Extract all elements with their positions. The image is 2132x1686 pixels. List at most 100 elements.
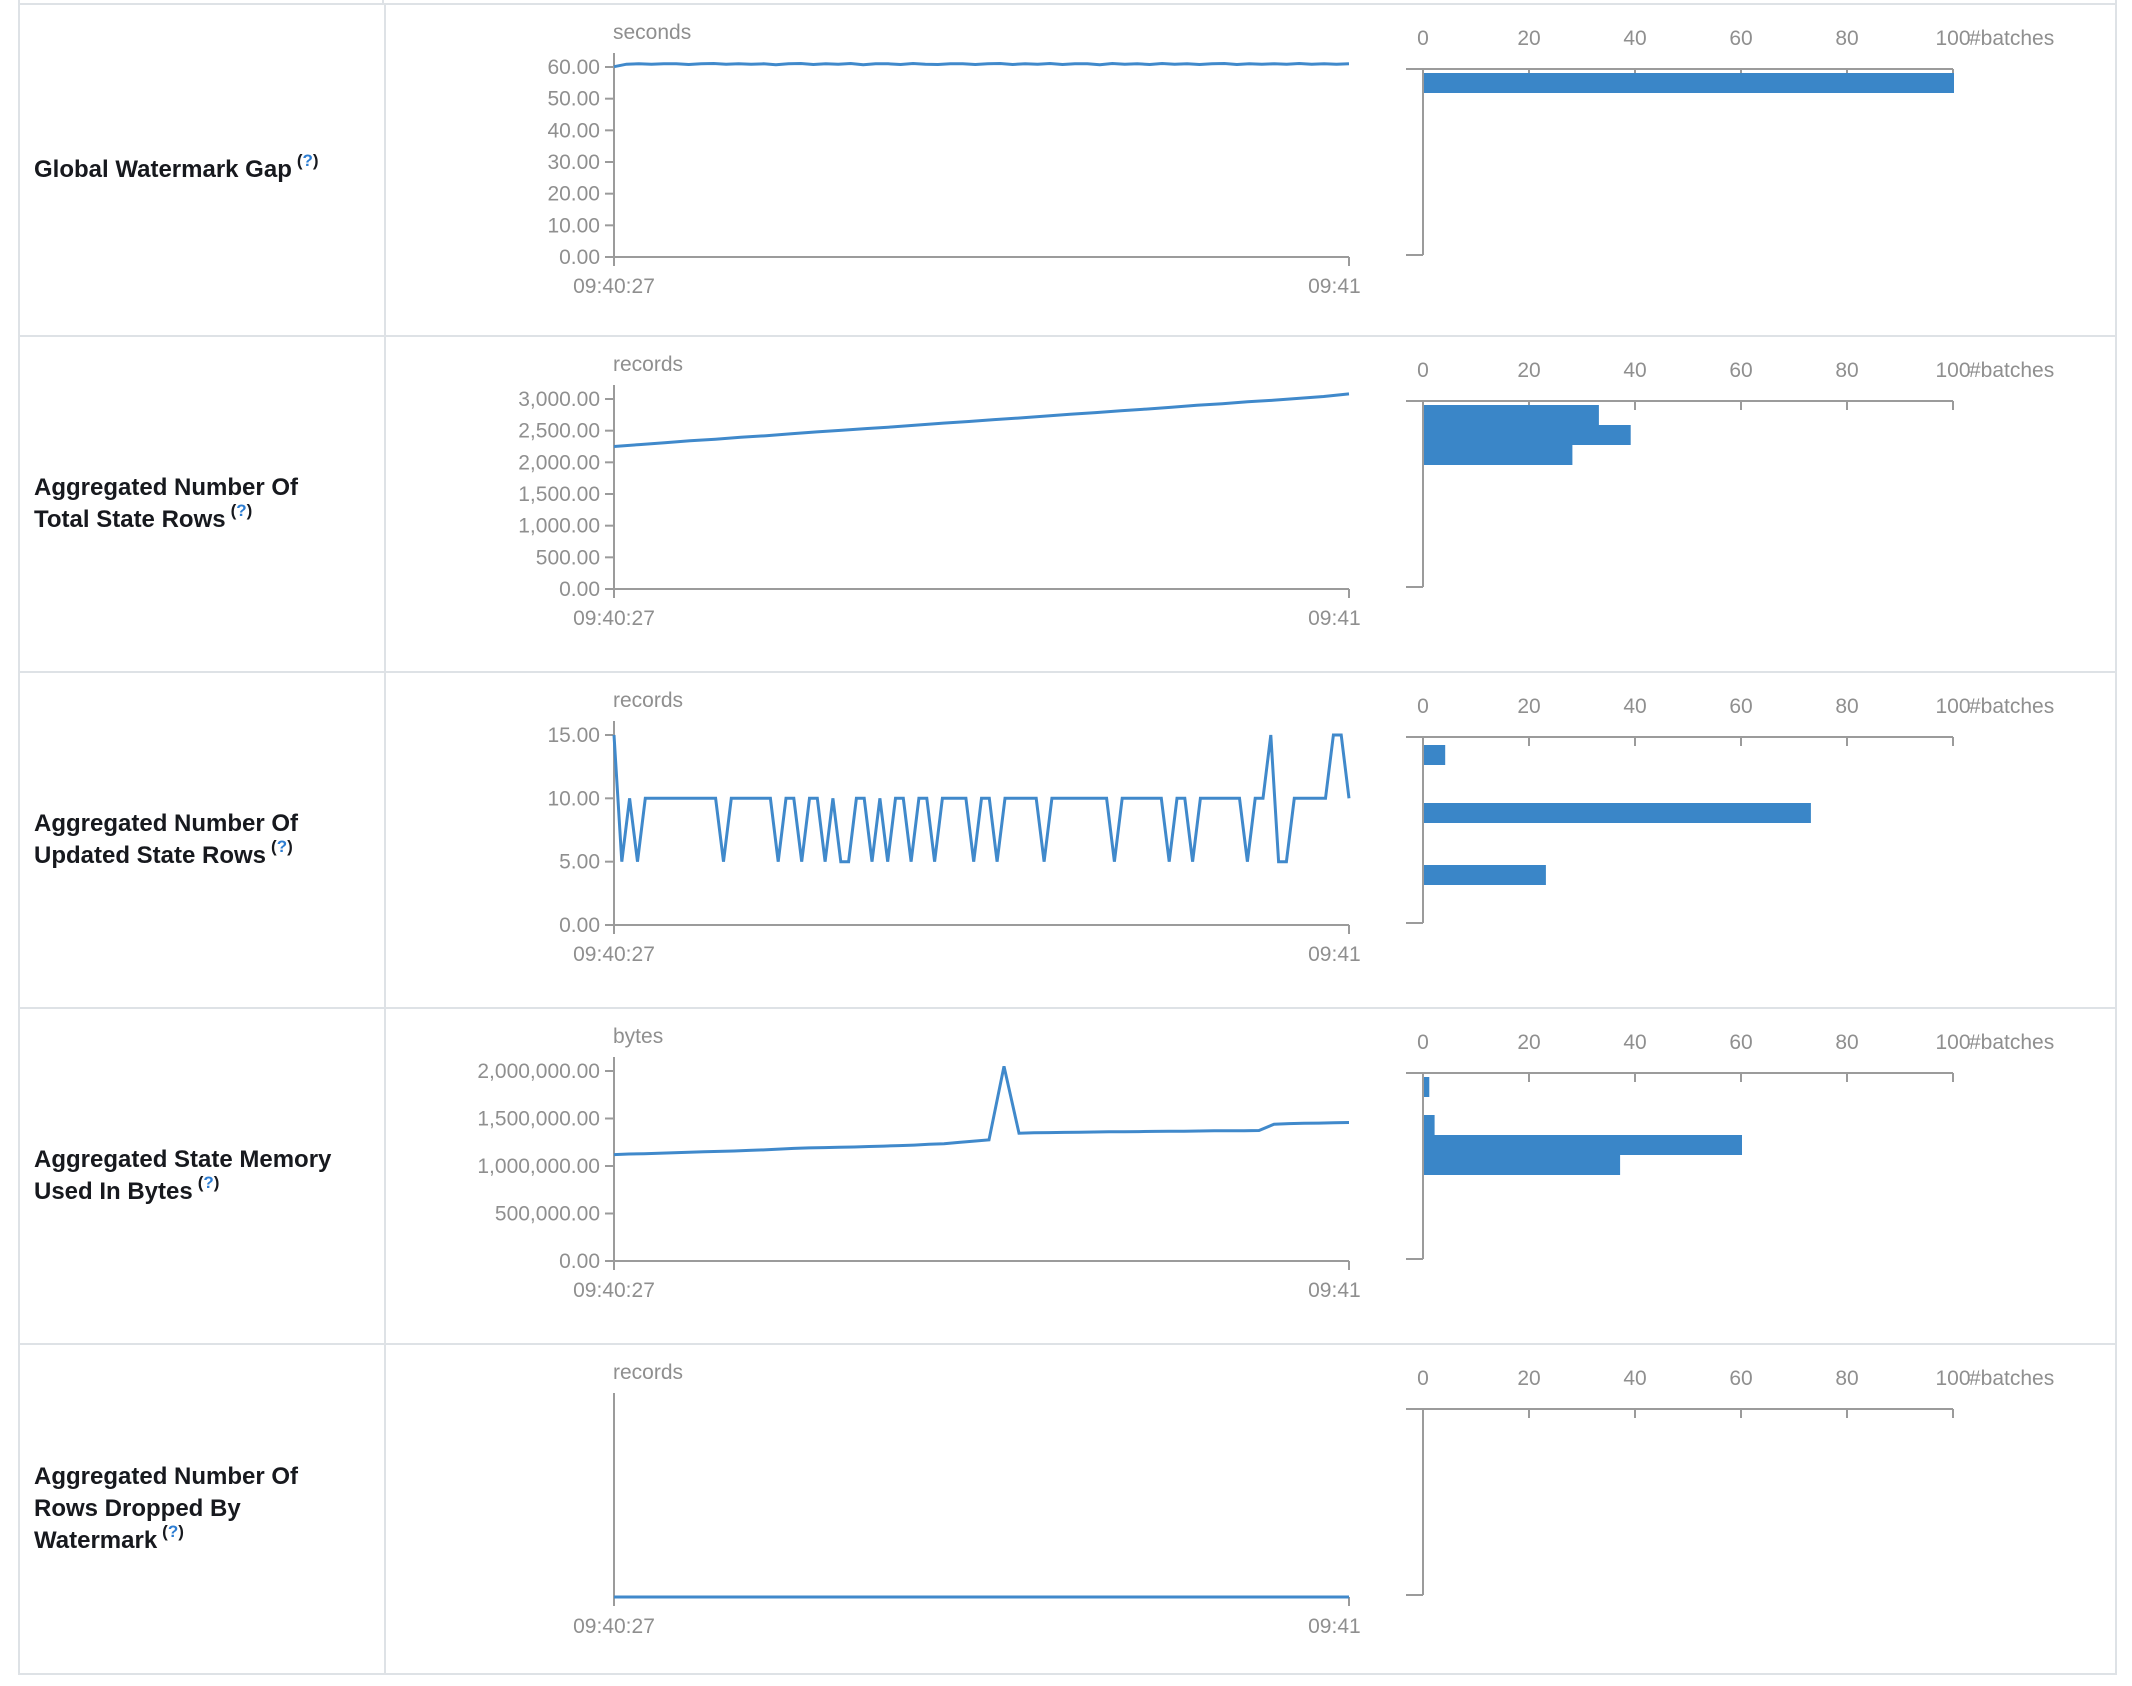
metrics-table: Global Watermark Gap (?) seconds 60.00 50.0… — [18, 3, 2117, 1675]
svg-text:records: records — [613, 1361, 683, 1384]
metric-label-cell: Aggregated Number Of Updated State Rows(… — [20, 673, 386, 1007]
svg-text:seconds: seconds — [613, 21, 691, 44]
help-link[interactable]: (?) — [297, 151, 319, 170]
help-link[interactable]: (?) — [162, 1522, 184, 1541]
help-paren-open: ( — [230, 501, 237, 520]
svg-text:0.00: 0.00 — [559, 246, 600, 269]
svg-text:#batches: #batches — [1969, 695, 2054, 718]
svg-text:100: 100 — [1935, 27, 1970, 50]
svg-text:0: 0 — [1417, 1031, 1429, 1054]
metric-label-cell: Aggregated Number Of Rows Dropped By Wat… — [20, 1345, 386, 1673]
timeline-chart: records 15.00 10.00 5.00 0.00 09:40:27 09:41:5… — [547, 689, 1361, 966]
svg-text:2,500.00: 2,500.00 — [518, 420, 600, 443]
svg-text:0: 0 — [1417, 27, 1429, 50]
svg-text:20: 20 — [1517, 359, 1540, 382]
svg-text:09:40:27: 09:40:27 — [573, 1279, 655, 1302]
svg-text:500,000.00: 500,000.00 — [495, 1203, 600, 1226]
table-border-stub — [382, 0, 384, 5]
histogram-chart: 0 20 40 60 80 100#batches — [1406, 1367, 2054, 1596]
svg-text:09:40:27: 09:40:27 — [573, 607, 655, 630]
svg-text:0.00: 0.00 — [559, 1250, 600, 1273]
svg-text:10.00: 10.00 — [547, 787, 600, 810]
svg-text:2,000.00: 2,000.00 — [518, 451, 600, 474]
charts-cell: seconds 60.00 50.00 40.00 30.00 20.00 10.00 0.0… — [386, 5, 2115, 335]
svg-text:50.00: 50.00 — [547, 88, 600, 111]
svg-text:09:41:56: 09:41:56 — [1308, 275, 1361, 298]
metric-title: Aggregated Number Of Total State Rows (?) — [34, 472, 350, 536]
charts-cell: records 15.00 10.00 5.00 0.00 09:40:27 09:41:5… — [386, 673, 2115, 1007]
histogram-chart: 0 20 40 60 80 100#batches — [1406, 1031, 2054, 1260]
charts-cell: bytes 2,000,000.00 1,500,000.00 1,000,000.0… — [386, 1009, 2115, 1343]
svg-text:#batches: #batches — [1969, 27, 2054, 50]
svg-text:bytes: bytes — [613, 1025, 663, 1048]
svg-text:60: 60 — [1729, 27, 1752, 50]
help-link[interactable]: (?) — [198, 1173, 220, 1192]
help-paren-open: ( — [296, 150, 303, 170]
svg-text:80: 80 — [1835, 1367, 1858, 1390]
metric-row-state-memory-used: Aggregated State Memory Used In Bytes (?)… — [20, 1007, 2115, 1343]
help-paren-close: ) — [312, 150, 319, 170]
svg-text:40: 40 — [1623, 27, 1646, 50]
svg-text:60: 60 — [1729, 1367, 1752, 1390]
svg-text:0.00: 0.00 — [559, 914, 600, 937]
histogram-chart: 0 20 40 60 80 100#batches — [1406, 359, 2054, 588]
svg-text:80: 80 — [1835, 27, 1858, 50]
svg-text:1,500,000.00: 1,500,000.00 — [477, 1108, 600, 1131]
metric-row-rows-dropped-by-watermark: Aggregated Number Of Rows Dropped By Wat… — [20, 1343, 2115, 1673]
svg-text:0.00: 0.00 — [559, 578, 600, 601]
metric-row-global-watermark-gap: Global Watermark Gap (?) seconds 60.00 50.0… — [20, 5, 2115, 335]
help-question-icon: ? — [167, 1522, 179, 1542]
timeline-chart: bytes 2,000,000.00 1,500,000.00 1,000,000.0… — [477, 1025, 1361, 1302]
svg-text:40: 40 — [1623, 1031, 1646, 1054]
svg-text:1,000.00: 1,000.00 — [518, 515, 600, 538]
metric-title-text: Global Watermark Gap — [34, 155, 292, 183]
svg-text:20: 20 — [1517, 695, 1540, 718]
svg-text:100: 100 — [1935, 359, 1970, 382]
help-paren-open: ( — [271, 837, 277, 856]
svg-text:60: 60 — [1729, 1031, 1752, 1054]
svg-text:20: 20 — [1517, 1367, 1540, 1390]
svg-text:#batches: #batches — [1969, 1031, 2054, 1054]
svg-text:records: records — [613, 689, 683, 712]
svg-text:0: 0 — [1417, 1367, 1429, 1390]
metric-title: Aggregated Number Of Updated State Rows(… — [34, 808, 350, 872]
help-paren-open: ( — [197, 1173, 204, 1192]
metric-title: Aggregated Number Of Rows Dropped By Wat… — [34, 1461, 350, 1557]
svg-text:1,000,000.00: 1,000,000.00 — [477, 1155, 600, 1178]
help-question-icon: ? — [203, 1173, 214, 1192]
svg-text:records: records — [613, 353, 683, 376]
svg-text:10.00: 10.00 — [547, 214, 600, 237]
help-link[interactable]: (?) — [231, 501, 253, 520]
help-paren-close: ) — [213, 1173, 220, 1192]
help-link[interactable]: (?) — [271, 837, 293, 856]
help-paren-close: ) — [287, 837, 293, 856]
svg-text:1,500.00: 1,500.00 — [518, 483, 600, 506]
svg-text:09:40:27: 09:40:27 — [573, 1615, 655, 1638]
metric-label-cell: Global Watermark Gap (?) — [20, 5, 386, 335]
svg-text:20: 20 — [1517, 27, 1540, 50]
charts-cell: records 3,000.00 2,500.00 2,000.00 1,500.00 1… — [386, 337, 2115, 671]
svg-text:500.00: 500.00 — [536, 546, 600, 569]
metric-title-text: Aggregated Number Of Total State Rows — [34, 473, 299, 533]
svg-text:2,000,000.00: 2,000,000.00 — [477, 1060, 600, 1083]
metric-title-text: Aggregated Number Of Rows Dropped By Wat… — [34, 1462, 299, 1555]
timeline-chart: records 09:40:27 09:41:56 — [573, 1361, 1361, 1638]
svg-text:09:41:56: 09:41:56 — [1308, 943, 1361, 966]
histogram-chart: 0 20 40 60 80 100#batches — [1406, 27, 2054, 256]
svg-text:20: 20 — [1517, 1031, 1540, 1054]
svg-text:09:40:27: 09:40:27 — [573, 275, 655, 298]
svg-text:09:41:56: 09:41:56 — [1308, 1615, 1361, 1638]
svg-text:40.00: 40.00 — [547, 119, 600, 142]
help-paren-close: ) — [178, 1522, 184, 1542]
svg-text:100: 100 — [1935, 1031, 1970, 1054]
help-question-icon: ? — [302, 150, 313, 170]
svg-text:0: 0 — [1417, 695, 1429, 718]
svg-text:100: 100 — [1935, 695, 1970, 718]
metric-row-updated-state-rows: Aggregated Number Of Updated State Rows(… — [20, 671, 2115, 1007]
svg-text:80: 80 — [1835, 359, 1858, 382]
svg-text:3,000.00: 3,000.00 — [518, 388, 600, 411]
svg-text:40: 40 — [1623, 695, 1646, 718]
svg-text:20.00: 20.00 — [547, 183, 600, 206]
help-question-icon: ? — [276, 837, 288, 856]
